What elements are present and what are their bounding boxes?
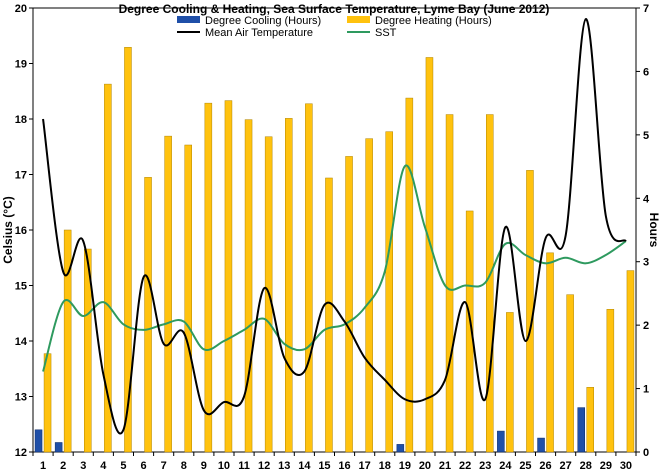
x-tick-label: 13 [278, 460, 290, 472]
bar-degree-heating [465, 210, 474, 453]
bar-degree-heating [546, 252, 554, 453]
bar-degree-heating [566, 294, 574, 453]
bar-degree-heating [285, 118, 293, 453]
y-tick-label: 12 [15, 447, 27, 459]
bar-degree-heating [325, 177, 333, 453]
x-tick-label: 28 [580, 460, 592, 472]
x-tick-label: 16 [338, 460, 350, 472]
bar-degree-heating [586, 387, 594, 453]
y-tick-label: 13 [15, 392, 27, 404]
x-tick-label: 27 [560, 460, 572, 472]
y2-axis-title: Hours [647, 213, 660, 248]
x-tick-label: 21 [439, 460, 451, 472]
bar-degree-heating [184, 144, 192, 453]
y2-tick-label: 2 [643, 320, 649, 332]
bar-degree-heating [104, 83, 112, 453]
legend-label-heating: Degree Heating (Hours) [375, 15, 492, 27]
x-tick-label: 3 [80, 460, 86, 472]
y2-tick-label: 0 [643, 447, 649, 459]
legend-label-cooling: Degree Cooling (Hours) [205, 15, 321, 27]
legend-swatch-heating [347, 16, 370, 23]
y-tick-label: 20 [15, 3, 27, 15]
bar-degree-heating [606, 309, 615, 453]
bar-degree-heating [626, 270, 635, 453]
bar-degree-heating [486, 114, 494, 453]
plot-frame [32, 7, 637, 453]
bar-degree-heating [164, 135, 172, 453]
chart-title: Degree Cooling & Heating, Sea Surface Te… [119, 2, 550, 16]
bar-degree-heating [204, 102, 213, 453]
line-sst [42, 164, 627, 372]
bar-degree-cooling [54, 442, 63, 453]
x-tick-label: 15 [318, 460, 330, 472]
bar-degree-heating [305, 103, 313, 453]
y-tick-label: 14 [15, 336, 28, 348]
bar-degree-heating [43, 353, 52, 453]
x-tick-label: 7 [161, 460, 167, 472]
legend-label-sst: SST [375, 27, 397, 39]
bar-degree-heating [345, 156, 353, 453]
bar-degree-heating [385, 131, 393, 453]
bar-degree-cooling [396, 444, 405, 453]
y-tick-label: 17 [15, 170, 27, 182]
bar-degree-heating [224, 100, 233, 453]
bar-degree-heating [84, 248, 92, 453]
y2-tick-label: 7 [643, 3, 649, 15]
bar-degree-heating [124, 47, 132, 453]
x-tick-label: 12 [258, 460, 270, 472]
x-tick-label: 5 [120, 460, 126, 472]
y2-tick-label: 6 [643, 66, 649, 78]
x-tick-label: 4 [100, 460, 107, 472]
x-tick-label: 10 [218, 460, 230, 472]
bar-degree-cooling [497, 430, 505, 453]
legend: Degree Cooling (Hours) Degree Heating (H… [177, 15, 492, 39]
x-tick-label: 23 [479, 460, 491, 472]
bar-degree-heating [445, 114, 454, 453]
x-tick-label: 20 [419, 460, 431, 472]
bar-degree-cooling [577, 407, 585, 453]
x-tick-label: 25 [519, 460, 531, 472]
x-tick-label: 26 [539, 460, 551, 472]
x-tick-label: 29 [600, 460, 612, 472]
bar-degree-heating [244, 119, 253, 453]
bar-degree-heating [506, 312, 514, 453]
bar-degree-heating [425, 57, 434, 453]
bar-degree-cooling [34, 429, 43, 453]
x-tick-label: 18 [379, 460, 391, 472]
x-tick-label: 17 [359, 460, 371, 472]
x-tick-label: 11 [238, 460, 250, 472]
bar-degree-heating [405, 97, 414, 453]
y-tick-label: 15 [15, 281, 27, 293]
x-tick-label: 8 [181, 460, 187, 472]
bar-degree-heating [63, 229, 72, 453]
legend-swatch-cooling [177, 16, 200, 23]
legend-label-air-temp: Mean Air Temperature [205, 27, 313, 39]
x-tick-label: 19 [399, 460, 411, 472]
bar-degree-heating [144, 177, 152, 453]
x-tick-label: 6 [140, 460, 146, 472]
x-tick-label: 2 [60, 460, 66, 472]
y2-tick-label: 3 [643, 257, 649, 269]
x-tick-label: 9 [201, 460, 207, 472]
x-tick-label: 24 [499, 460, 512, 472]
y2-tick-label: 5 [643, 130, 649, 142]
y-tick-label: 16 [15, 225, 27, 237]
line-mean-air-temperature [42, 18, 627, 435]
x-tick-label: 30 [620, 460, 632, 472]
y-tick-label: 18 [15, 114, 27, 126]
y2-tick-label: 4 [643, 193, 650, 205]
x-tick-label: 14 [298, 460, 311, 472]
bar-degree-heating [365, 138, 373, 453]
y2-tick-label: 1 [643, 384, 649, 396]
y-axis-title: Celsius (°C) [1, 196, 15, 263]
y-tick-label: 19 [15, 59, 27, 71]
x-tick-label: 1 [40, 460, 46, 472]
bar-degree-cooling [537, 437, 545, 453]
x-tick-label: 22 [459, 460, 471, 472]
